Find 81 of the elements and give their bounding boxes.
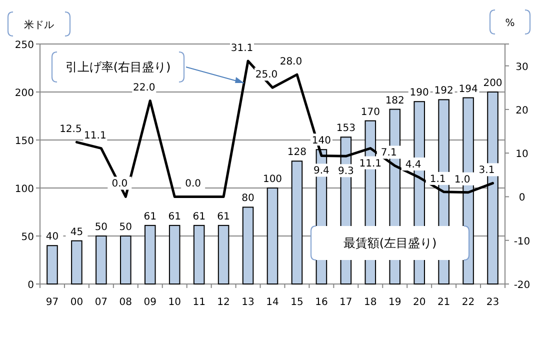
data-label: 3.1 [478,165,495,176]
data-label: 153 [336,123,356,134]
bar [96,236,107,284]
y-tick-label: 250 [14,40,34,51]
y2-tick-label: 20 [516,105,528,116]
data-label: 50 [119,222,132,233]
data-label: 61 [144,211,156,222]
x-tick-label: 97 [46,297,59,308]
data-label: 80 [242,193,254,204]
x-tick-label: 11 [192,297,206,308]
data-label: 190 [410,88,429,99]
data-label: 50 [94,222,108,233]
bar [120,236,132,284]
data-label: 7.1 [380,148,397,159]
x-tick-label: 18 [364,297,377,308]
text: 引上げ率(右目盛り) [65,60,171,74]
y-axis-title: 米ドル [24,19,54,31]
x-tick-label: 08 [119,297,132,308]
series-label: 最賃額(左目盛り) [343,236,437,250]
y2-tick-label: -20 [514,280,530,291]
x-tick-label: 09 [144,297,156,308]
x-tick-label: 16 [315,297,328,308]
bar [71,240,82,284]
data-label: 61 [217,211,230,222]
bar [168,224,180,284]
x-tick-label: 00 [70,297,84,308]
bar [266,188,278,284]
x-tick-label: 14 [266,297,279,308]
data-label: 28.0 [280,56,302,68]
data-label: 0.0 [112,178,128,190]
data-label: 192 [434,86,454,97]
data-label: 61 [168,211,181,222]
data-label: 31.1 [230,43,254,54]
x-tick-label: 21 [437,297,450,308]
y2-axis-title: % [505,18,515,29]
data-label: 0.0 [185,178,202,190]
data-label: 170 [360,106,380,118]
data-label: 12.5 [60,124,82,136]
y2-tick-label: 10 [516,149,528,160]
y2-tick-label: 0 [518,192,526,204]
data-label: 22.0 [133,82,156,94]
bar [144,224,156,284]
data-label: 11.1 [359,158,382,170]
x-tick-label: 20 [412,297,426,308]
x-tick-label: 13 [242,297,254,308]
x-tick-label: 15 [290,297,304,308]
bar [46,245,58,284]
y-tick-label: 200 [14,88,34,99]
bar [193,224,205,284]
y2-tick-label: 30 [516,62,528,73]
data-label: 182 [385,95,404,106]
x-tick-label: 19 [388,297,402,308]
y2-tick-label: -10 [514,236,530,248]
data-label: 1.1 [430,174,446,185]
x-tick-label: 10 [168,297,181,308]
y-tick-label: 150 [14,136,34,147]
x-tick-label: 22 [462,297,475,308]
x-tick-label: 23 [486,297,500,308]
bar [242,206,254,284]
data-label: 9.4 [313,166,330,177]
data-label: 4.4 [405,160,422,171]
bar [291,160,303,284]
data-label: 25.0 [255,70,278,81]
x-tick-label: 07 [94,297,108,308]
y-tick-label: 100 [14,184,34,195]
data-label: 194 [458,84,478,95]
x-tick-label: 17 [340,297,352,308]
data-label: 140 [312,136,331,147]
data-label: 11.1 [84,130,106,142]
y-tick-label: 50 [21,232,34,243]
data-label: 1.0 [454,174,470,186]
data-label: 40 [46,232,59,243]
data-label: 200 [483,78,502,89]
data-label: 100 [262,174,282,185]
y-tick-label: 0 [28,280,34,291]
x-tick-label: 12 [217,297,230,308]
data-label: 45 [70,226,84,238]
data-label: 61 [192,211,206,222]
data-label: 128 [287,147,307,158]
data-label: 9.3 [338,166,354,178]
bar [218,224,230,284]
